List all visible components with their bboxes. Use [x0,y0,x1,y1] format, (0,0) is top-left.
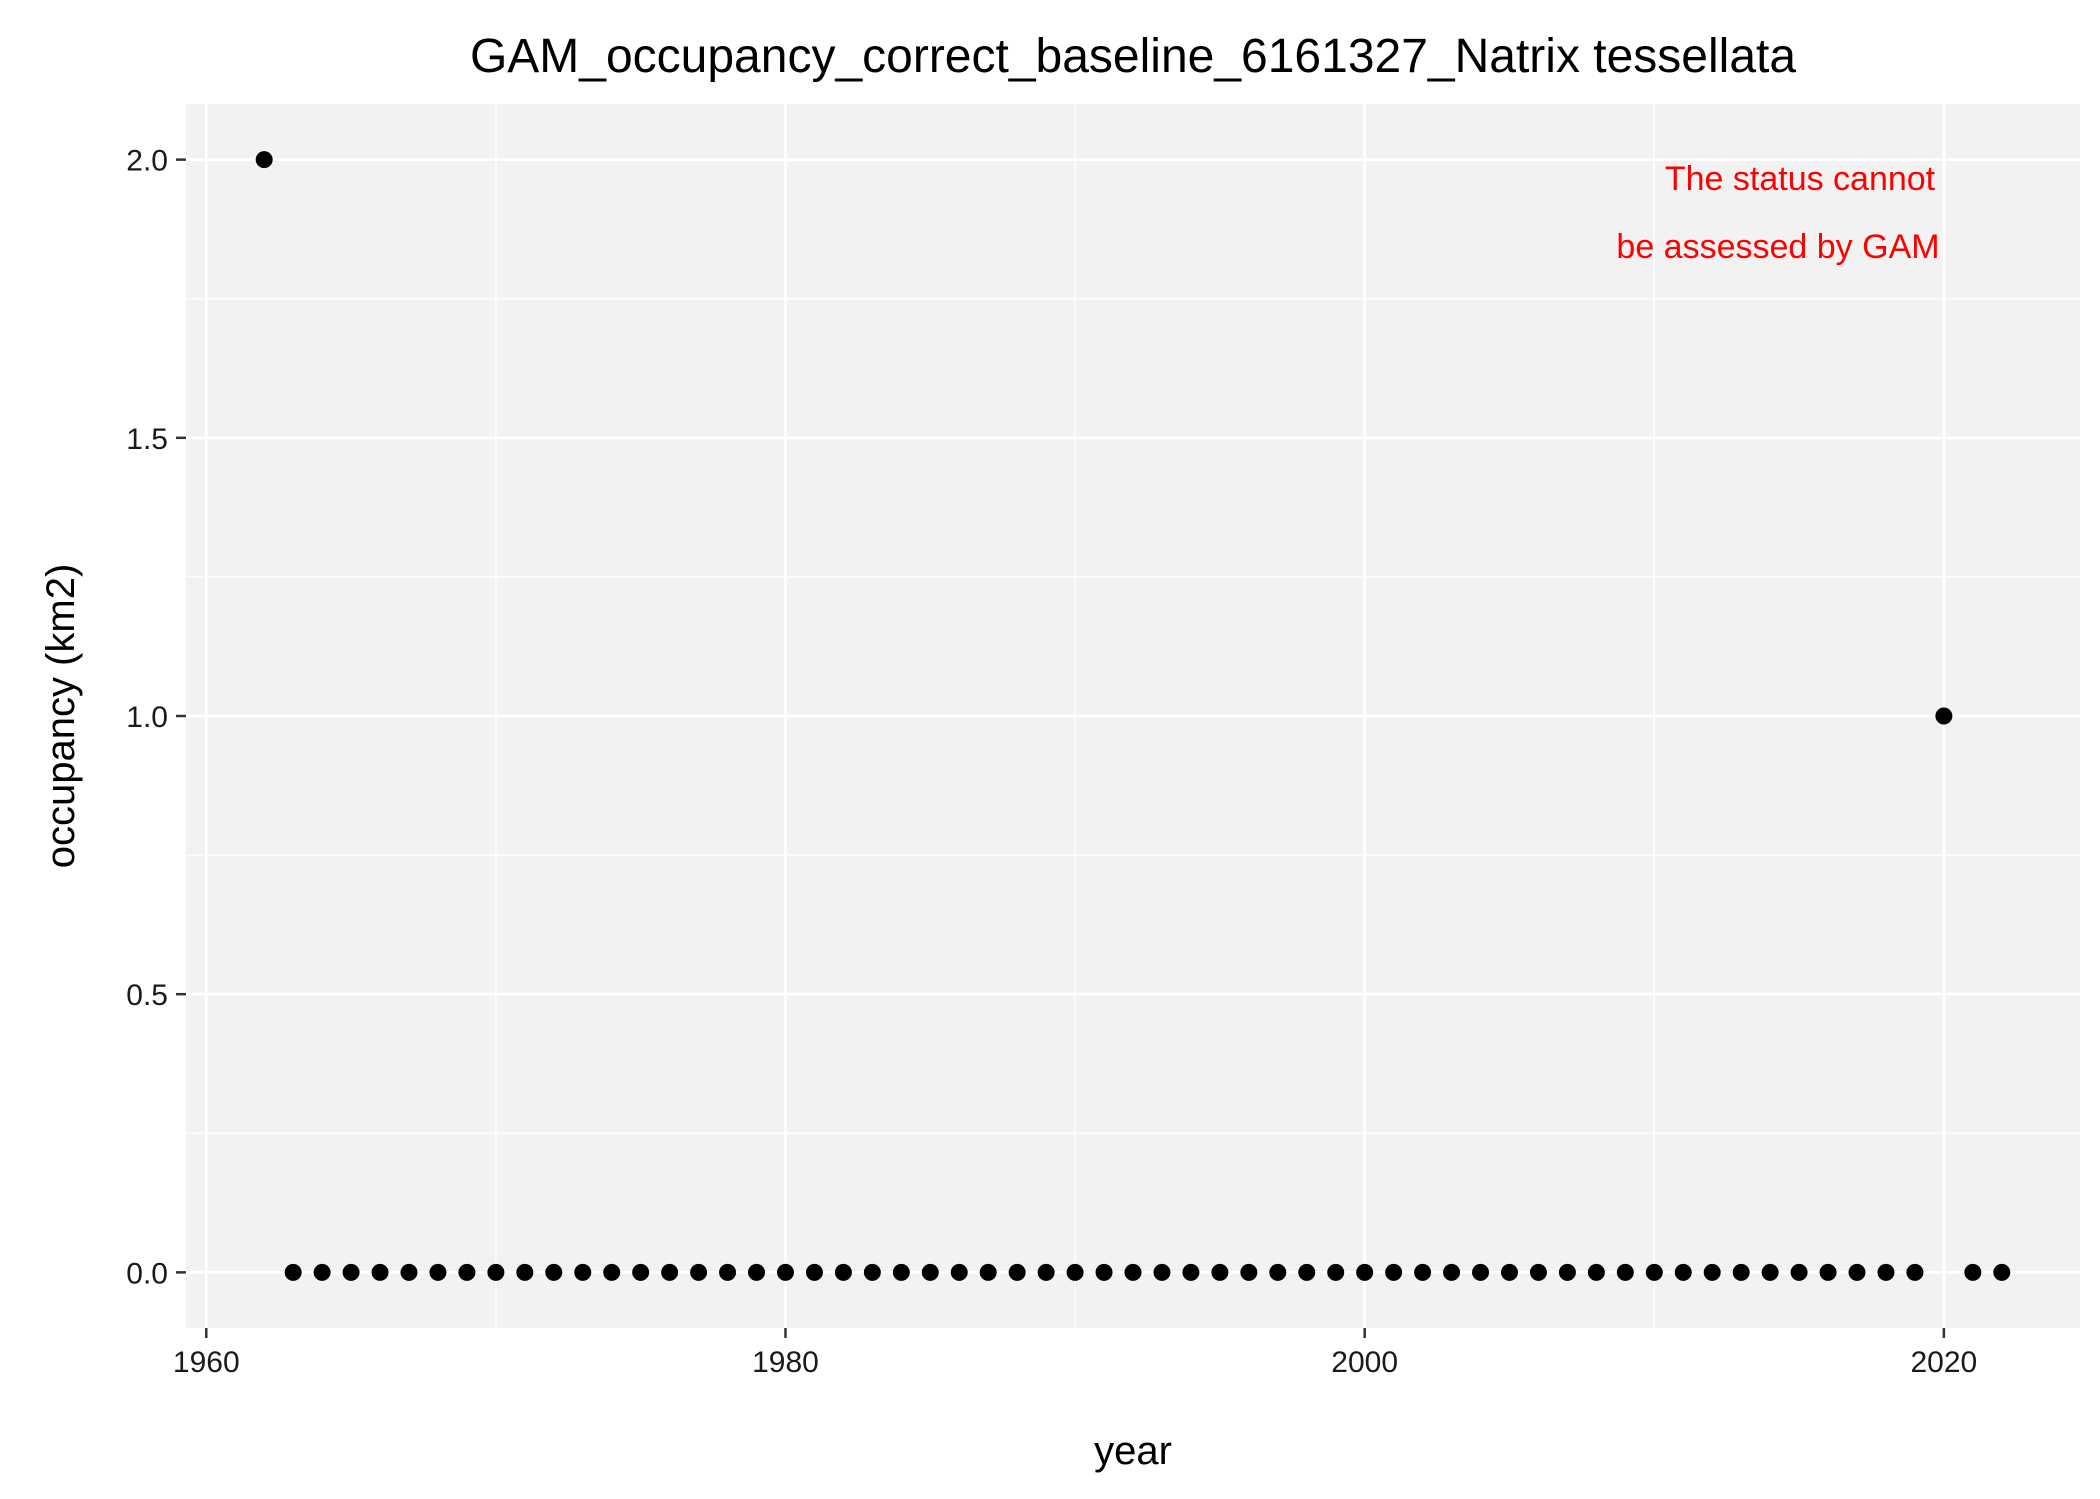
data-point [1935,707,1953,725]
data-points [255,151,2011,1281]
data-point [950,1263,968,1281]
y-tick-label: 0.5 [126,979,168,1012]
y-axis: 0.0 0.5 1.0 1.5 2.0 [126,145,186,1290]
data-point [1037,1263,1055,1281]
data-point [1732,1263,1750,1281]
y-tick-label: 1.0 [126,701,168,734]
y-tick-label: 2.0 [126,145,168,178]
data-point [1529,1263,1547,1281]
data-point [805,1263,823,1281]
data-point [1124,1263,1142,1281]
data-point [1877,1263,1895,1281]
data-point [545,1263,563,1281]
data-point [255,151,273,169]
data-point [371,1263,389,1281]
chart-title: GAM_occupancy_correct_baseline_6161327_N… [470,30,1796,83]
data-point [834,1263,852,1281]
data-point [1964,1263,1982,1281]
data-point [1472,1263,1490,1281]
data-point [1761,1263,1779,1281]
data-point [313,1263,331,1281]
data-point [1240,1263,1258,1281]
data-point [429,1263,447,1281]
data-point [487,1263,505,1281]
data-point [690,1263,708,1281]
data-point [1819,1263,1837,1281]
data-point [400,1263,418,1281]
data-point [1587,1263,1605,1281]
x-tick-label: 2000 [1331,1346,1398,1379]
x-tick-label: 1980 [752,1346,819,1379]
y-axis-title: occupancy (km2) [39,564,83,869]
status-annotation-line-1: The status cannot [1665,160,1936,198]
data-point [516,1263,534,1281]
data-point [1906,1263,1924,1281]
data-point [776,1263,794,1281]
data-point [458,1263,476,1281]
data-point [1385,1263,1403,1281]
data-point [1993,1263,2011,1281]
data-point [342,1263,360,1281]
data-point [748,1263,766,1281]
data-point [1645,1263,1663,1281]
data-point [632,1263,650,1281]
data-point [1500,1263,1518,1281]
data-point [574,1263,592,1281]
x-tick-label: 1960 [173,1346,240,1379]
data-point [979,1263,997,1281]
data-point [1703,1263,1721,1281]
data-point [1327,1263,1345,1281]
data-point [1790,1263,1808,1281]
x-axis: 1960 1980 2000 2020 [173,1328,1977,1379]
data-point [1095,1263,1113,1281]
data-point [1298,1263,1316,1281]
data-point [1182,1263,1200,1281]
data-point [1153,1263,1171,1281]
data-point [863,1263,881,1281]
data-point [661,1263,679,1281]
y-tick-label: 1.5 [126,423,168,456]
data-point [1558,1263,1576,1281]
data-point [1008,1263,1026,1281]
data-point [1211,1263,1229,1281]
data-point [1616,1263,1634,1281]
data-point [719,1263,737,1281]
data-point [1443,1263,1461,1281]
data-point [1066,1263,1084,1281]
data-point [1674,1263,1692,1281]
status-annotation-line-2: be assessed by GAM [1616,228,1939,266]
data-point [921,1263,939,1281]
y-tick-label: 0.0 [126,1257,168,1290]
data-point [1414,1263,1432,1281]
data-point [892,1263,910,1281]
data-point [603,1263,621,1281]
data-point [1848,1263,1866,1281]
data-point [284,1263,302,1281]
x-tick-label: 2020 [1911,1346,1978,1379]
data-point [1269,1263,1287,1281]
x-axis-title: year [1094,1429,1172,1473]
data-point [1356,1263,1374,1281]
